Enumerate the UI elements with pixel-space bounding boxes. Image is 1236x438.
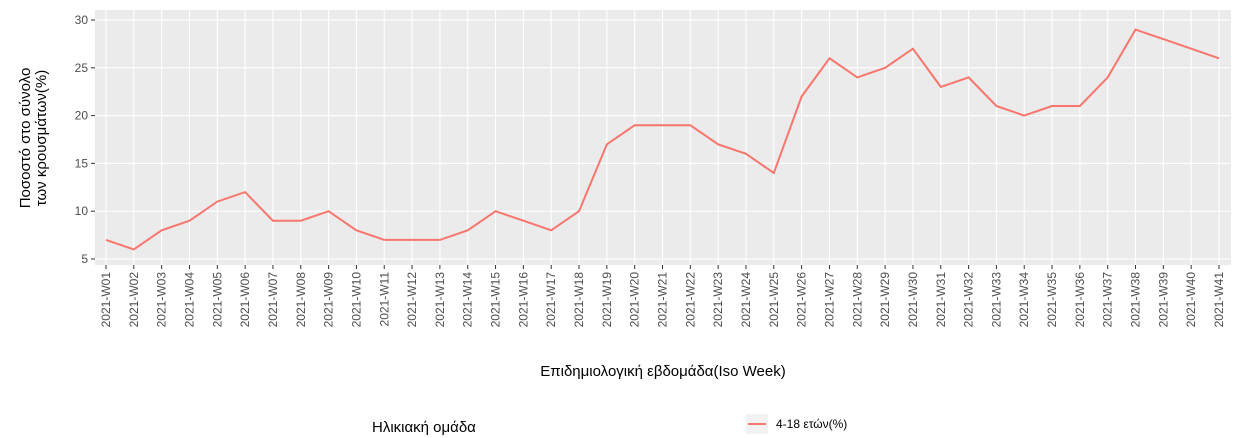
x-tick-label: 2021-W35 <box>1045 272 1059 328</box>
x-tick-label: 2021-W06 <box>238 272 252 328</box>
x-tick-label: 2021-W39 <box>1156 272 1170 328</box>
x-tick-label: 2021-W20 <box>628 272 642 328</box>
y-axis-title-line: Ποσοστό στο σύνολο <box>17 68 34 209</box>
x-tick-label: 2021-W38 <box>1129 272 1143 328</box>
x-tick-label: 2021-W33 <box>989 272 1003 328</box>
x-tick-label: 2021-W23 <box>711 272 725 328</box>
x-tick-label: 2021-W01 <box>99 272 113 328</box>
y-tick-label: 5 <box>81 252 88 266</box>
x-tick-label: 2021-W10 <box>349 272 363 328</box>
x-tick-label: 2021-W30 <box>906 272 920 328</box>
x-tick-label: 2021-W26 <box>795 272 809 328</box>
x-tick-label: 2021-W08 <box>294 272 308 328</box>
x-tick-label: 2021-W02 <box>127 272 141 328</box>
y-axis-title: Ποσοστό στο σύνολοτων κρουσμάτων(%) <box>17 68 50 209</box>
x-tick-label: 2021-W32 <box>962 272 976 328</box>
x-tick-label: 2021-W05 <box>210 272 224 328</box>
x-tick-label: 2021-W24 <box>739 272 753 328</box>
x-tick-label: 2021-W13 <box>433 272 447 328</box>
x-tick-label: 2021-W21 <box>656 272 670 328</box>
legend-title: Ηλικιακή ομάδα <box>372 419 476 436</box>
y-tick-label: 20 <box>75 109 89 123</box>
x-tick-label: 2021-W19 <box>600 272 614 328</box>
x-tick-label: 2021-W14 <box>461 272 475 328</box>
x-tick-label: 2021-W11 <box>377 272 391 327</box>
x-tick-label: 2021-W37 <box>1101 272 1115 328</box>
x-tick-label: 2021-W03 <box>155 272 169 328</box>
x-tick-label: 2021-W29 <box>878 272 892 328</box>
x-tick-label: 2021-W27 <box>822 272 836 328</box>
x-tick-label: 2021-W31 <box>934 272 948 328</box>
x-tick-label: 2021-W36 <box>1073 272 1087 328</box>
legend-label: 4-18 ετών(%) <box>776 417 847 431</box>
data-line <box>105 28 1220 251</box>
x-tick-label: 2021-W22 <box>683 272 697 328</box>
x-axis-title: Επιδημιολογική εβδομάδα(Iso Week) <box>540 363 785 380</box>
y-tick-label: 25 <box>75 61 89 75</box>
x-tick-label: 2021-W17 <box>544 272 558 328</box>
y-tick-label: 15 <box>75 156 89 170</box>
x-tick-label: 2021-W07 <box>266 272 280 328</box>
y-tick-label: 10 <box>75 204 89 218</box>
x-tick-label: 2021-W09 <box>322 272 336 328</box>
x-tick-label: 2021-W41 <box>1212 272 1226 328</box>
x-tick-label: 2021-W34 <box>1017 272 1031 328</box>
y-tick-label: 30 <box>75 13 89 27</box>
x-tick-label: 2021-W18 <box>572 272 586 328</box>
y-axis-title-line: των κρουσμάτων(%) <box>33 70 50 207</box>
x-tick-label: 2021-W15 <box>489 272 503 328</box>
x-tick-label: 2021-W28 <box>850 272 864 328</box>
x-tick-label: 2021-W25 <box>767 272 781 328</box>
x-tick-label: 2021-W16 <box>516 272 530 328</box>
x-tick-label: 2021-W40 <box>1184 272 1198 328</box>
x-tick-label: 2021-W04 <box>182 272 196 328</box>
x-tick-label: 2021-W12 <box>405 272 419 328</box>
